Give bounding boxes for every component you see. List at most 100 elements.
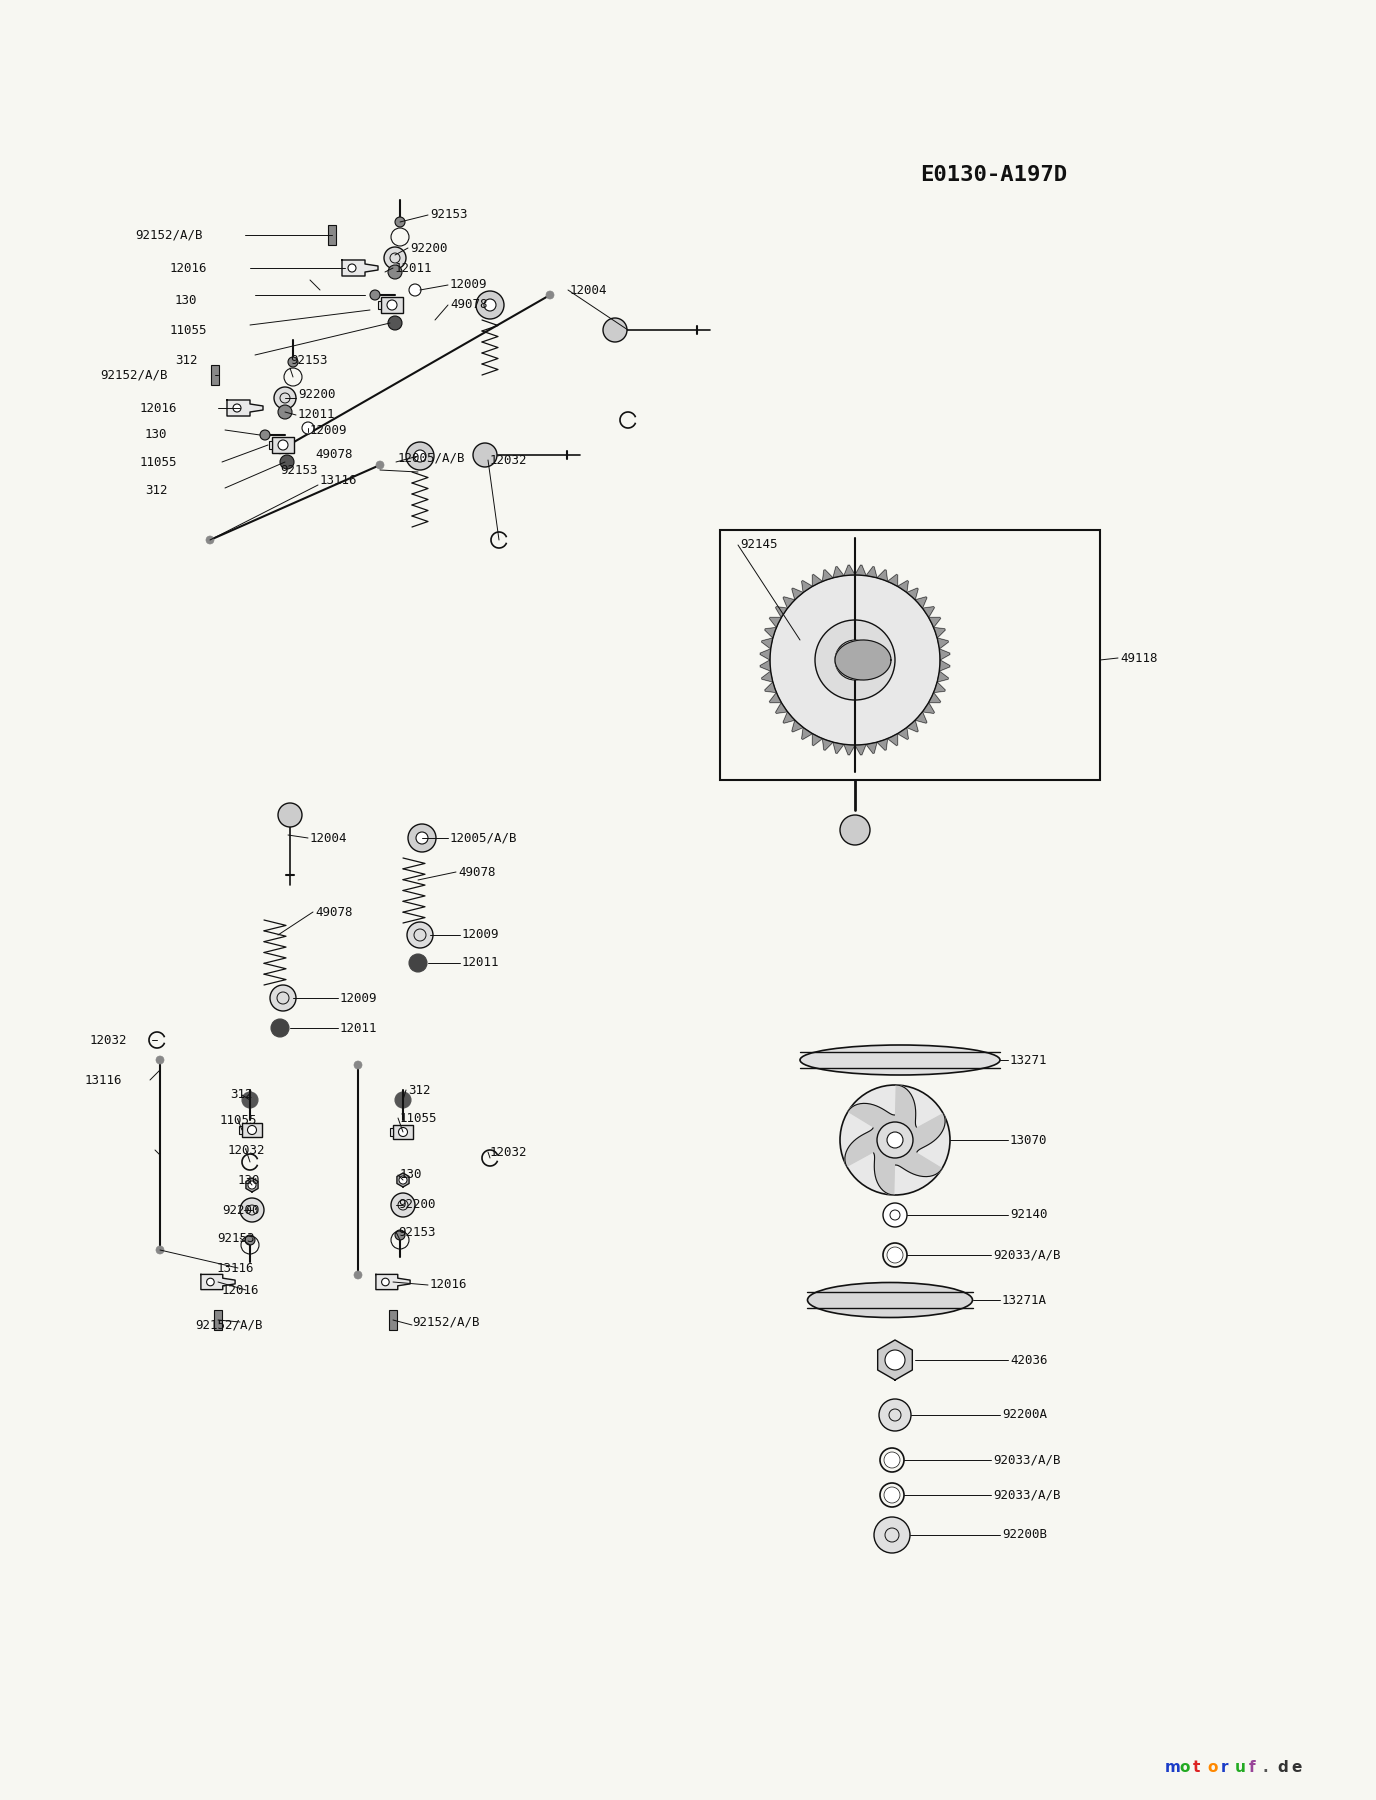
Text: 13116: 13116 <box>217 1262 255 1274</box>
Circle shape <box>835 641 875 680</box>
Circle shape <box>395 1229 405 1240</box>
Polygon shape <box>343 259 378 275</box>
Circle shape <box>271 1019 289 1037</box>
Text: 92200: 92200 <box>410 241 447 254</box>
Circle shape <box>354 1060 362 1069</box>
Circle shape <box>348 265 356 272</box>
Text: d: d <box>1277 1760 1288 1775</box>
Circle shape <box>376 461 384 470</box>
Circle shape <box>206 1278 215 1285</box>
Polygon shape <box>922 607 934 617</box>
Text: 11055: 11055 <box>140 455 178 468</box>
Circle shape <box>603 319 627 342</box>
Polygon shape <box>769 693 782 702</box>
Text: 92152/A/B: 92152/A/B <box>195 1318 263 1332</box>
Polygon shape <box>823 738 832 751</box>
Polygon shape <box>897 581 908 592</box>
Polygon shape <box>802 727 812 740</box>
Polygon shape <box>762 637 773 650</box>
Circle shape <box>384 247 406 268</box>
Text: 12009: 12009 <box>310 423 348 437</box>
Circle shape <box>476 292 504 319</box>
Text: 12011: 12011 <box>462 956 499 970</box>
Text: 49078: 49078 <box>315 905 352 918</box>
Text: 312: 312 <box>409 1084 431 1096</box>
Text: 130: 130 <box>238 1174 260 1186</box>
Text: 92153: 92153 <box>290 353 327 367</box>
Polygon shape <box>915 598 927 608</box>
Bar <box>391 1129 394 1136</box>
Text: 11055: 11055 <box>171 324 208 337</box>
Text: f: f <box>1249 1760 1256 1775</box>
Circle shape <box>387 301 398 310</box>
Text: 12004: 12004 <box>570 283 607 297</box>
Circle shape <box>248 1181 256 1190</box>
Polygon shape <box>922 702 934 713</box>
Bar <box>378 301 381 310</box>
Circle shape <box>301 421 314 434</box>
Polygon shape <box>874 1139 894 1195</box>
Circle shape <box>278 803 301 826</box>
Circle shape <box>278 405 292 419</box>
Circle shape <box>388 265 402 279</box>
Text: 92033/A/B: 92033/A/B <box>993 1454 1061 1467</box>
Text: r: r <box>1221 1760 1229 1775</box>
Text: 92033/A/B: 92033/A/B <box>993 1489 1061 1501</box>
Text: 49078: 49078 <box>458 866 495 878</box>
Circle shape <box>391 1193 416 1217</box>
Polygon shape <box>246 1177 259 1192</box>
Circle shape <box>233 403 241 412</box>
Polygon shape <box>376 1274 410 1289</box>
Circle shape <box>888 1247 903 1264</box>
Text: 11055: 11055 <box>220 1114 257 1127</box>
Polygon shape <box>940 661 949 671</box>
Circle shape <box>399 1175 407 1184</box>
Circle shape <box>407 922 433 949</box>
Circle shape <box>399 1127 407 1136</box>
Polygon shape <box>802 581 812 592</box>
Text: 12011: 12011 <box>299 409 336 421</box>
Circle shape <box>288 356 299 367</box>
Text: 12009: 12009 <box>450 279 487 292</box>
Polygon shape <box>201 1274 235 1289</box>
Circle shape <box>395 218 405 227</box>
Text: o: o <box>1179 1760 1189 1775</box>
Polygon shape <box>396 1174 409 1186</box>
Circle shape <box>815 619 894 700</box>
Text: 12016: 12016 <box>171 261 208 274</box>
Circle shape <box>885 1350 905 1370</box>
Circle shape <box>771 574 940 745</box>
Text: E0130-A197D: E0130-A197D <box>921 166 1068 185</box>
Circle shape <box>874 1517 910 1553</box>
Text: 92152/A/B: 92152/A/B <box>135 229 202 241</box>
Polygon shape <box>848 1103 894 1139</box>
Circle shape <box>473 443 497 466</box>
Text: 13271A: 13271A <box>1002 1294 1047 1307</box>
Circle shape <box>883 1487 900 1503</box>
Polygon shape <box>823 571 832 581</box>
Text: 12011: 12011 <box>340 1022 377 1035</box>
Polygon shape <box>812 574 823 587</box>
Polygon shape <box>866 742 877 752</box>
Polygon shape <box>888 574 897 587</box>
Text: 12011: 12011 <box>395 261 432 274</box>
Bar <box>239 1127 242 1134</box>
Circle shape <box>839 815 870 844</box>
Polygon shape <box>878 1339 912 1381</box>
Polygon shape <box>783 598 795 608</box>
Circle shape <box>239 1199 264 1222</box>
Circle shape <box>274 387 296 409</box>
Polygon shape <box>933 628 945 637</box>
Circle shape <box>354 1271 362 1280</box>
Text: 92145: 92145 <box>740 538 777 551</box>
Circle shape <box>395 1093 411 1109</box>
Polygon shape <box>907 720 918 733</box>
Polygon shape <box>227 400 263 416</box>
Polygon shape <box>783 711 795 724</box>
Text: 12032: 12032 <box>490 1145 527 1159</box>
Text: m: m <box>1165 1760 1181 1775</box>
Text: 130: 130 <box>175 293 198 306</box>
Polygon shape <box>765 682 776 693</box>
Polygon shape <box>877 738 888 751</box>
Ellipse shape <box>808 1282 973 1318</box>
